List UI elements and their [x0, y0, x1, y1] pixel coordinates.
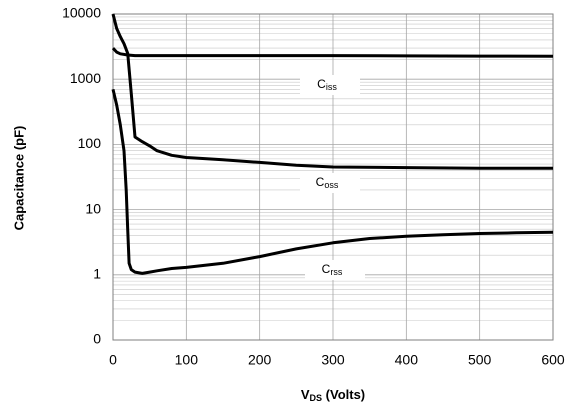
x-tick-label: 300 [321, 352, 345, 368]
y-tick-label: 1000 [70, 70, 101, 86]
series-label-main: C [316, 175, 325, 189]
series-label: Crss [322, 262, 343, 277]
y-axis-label: Capacitance (pF) [11, 126, 26, 231]
series-label: Coss [316, 175, 339, 190]
x-tick-label: 600 [541, 352, 565, 368]
y-tick-label: 10 [85, 200, 101, 216]
plot-frame [112, 13, 554, 341]
x-tick-label: 0 [109, 352, 117, 368]
x-tick-label: 400 [395, 352, 419, 368]
series-label-main: C [317, 77, 326, 91]
series-label: Ciss [317, 77, 337, 92]
x-tick-label: 500 [468, 352, 492, 368]
x-tick-label: 200 [248, 352, 272, 368]
series-label-box [305, 260, 365, 280]
series-label-box [300, 75, 360, 95]
x-axis-label-sub: DS [310, 393, 323, 403]
x-tick-label: 100 [175, 352, 199, 368]
series-line [111, 13, 553, 170]
x-axis-label-main: V [301, 387, 310, 402]
series-label-sub: rss [330, 267, 342, 277]
series-label-sub: iss [326, 82, 337, 92]
x-axis-label: VDS (Volts) [301, 387, 365, 403]
series-label-box [300, 173, 360, 193]
y-tick-label: 10000 [62, 5, 101, 21]
y-tick-label: 1 [93, 266, 101, 282]
x-axis-label-rest: (Volts) [322, 387, 365, 402]
series-line [111, 47, 554, 58]
series-line [111, 88, 554, 275]
y-tick-label: 0 [93, 331, 101, 347]
series-label-sub: oss [324, 180, 339, 190]
y-tick-label: 100 [78, 135, 102, 151]
series-label-main: C [322, 262, 331, 276]
